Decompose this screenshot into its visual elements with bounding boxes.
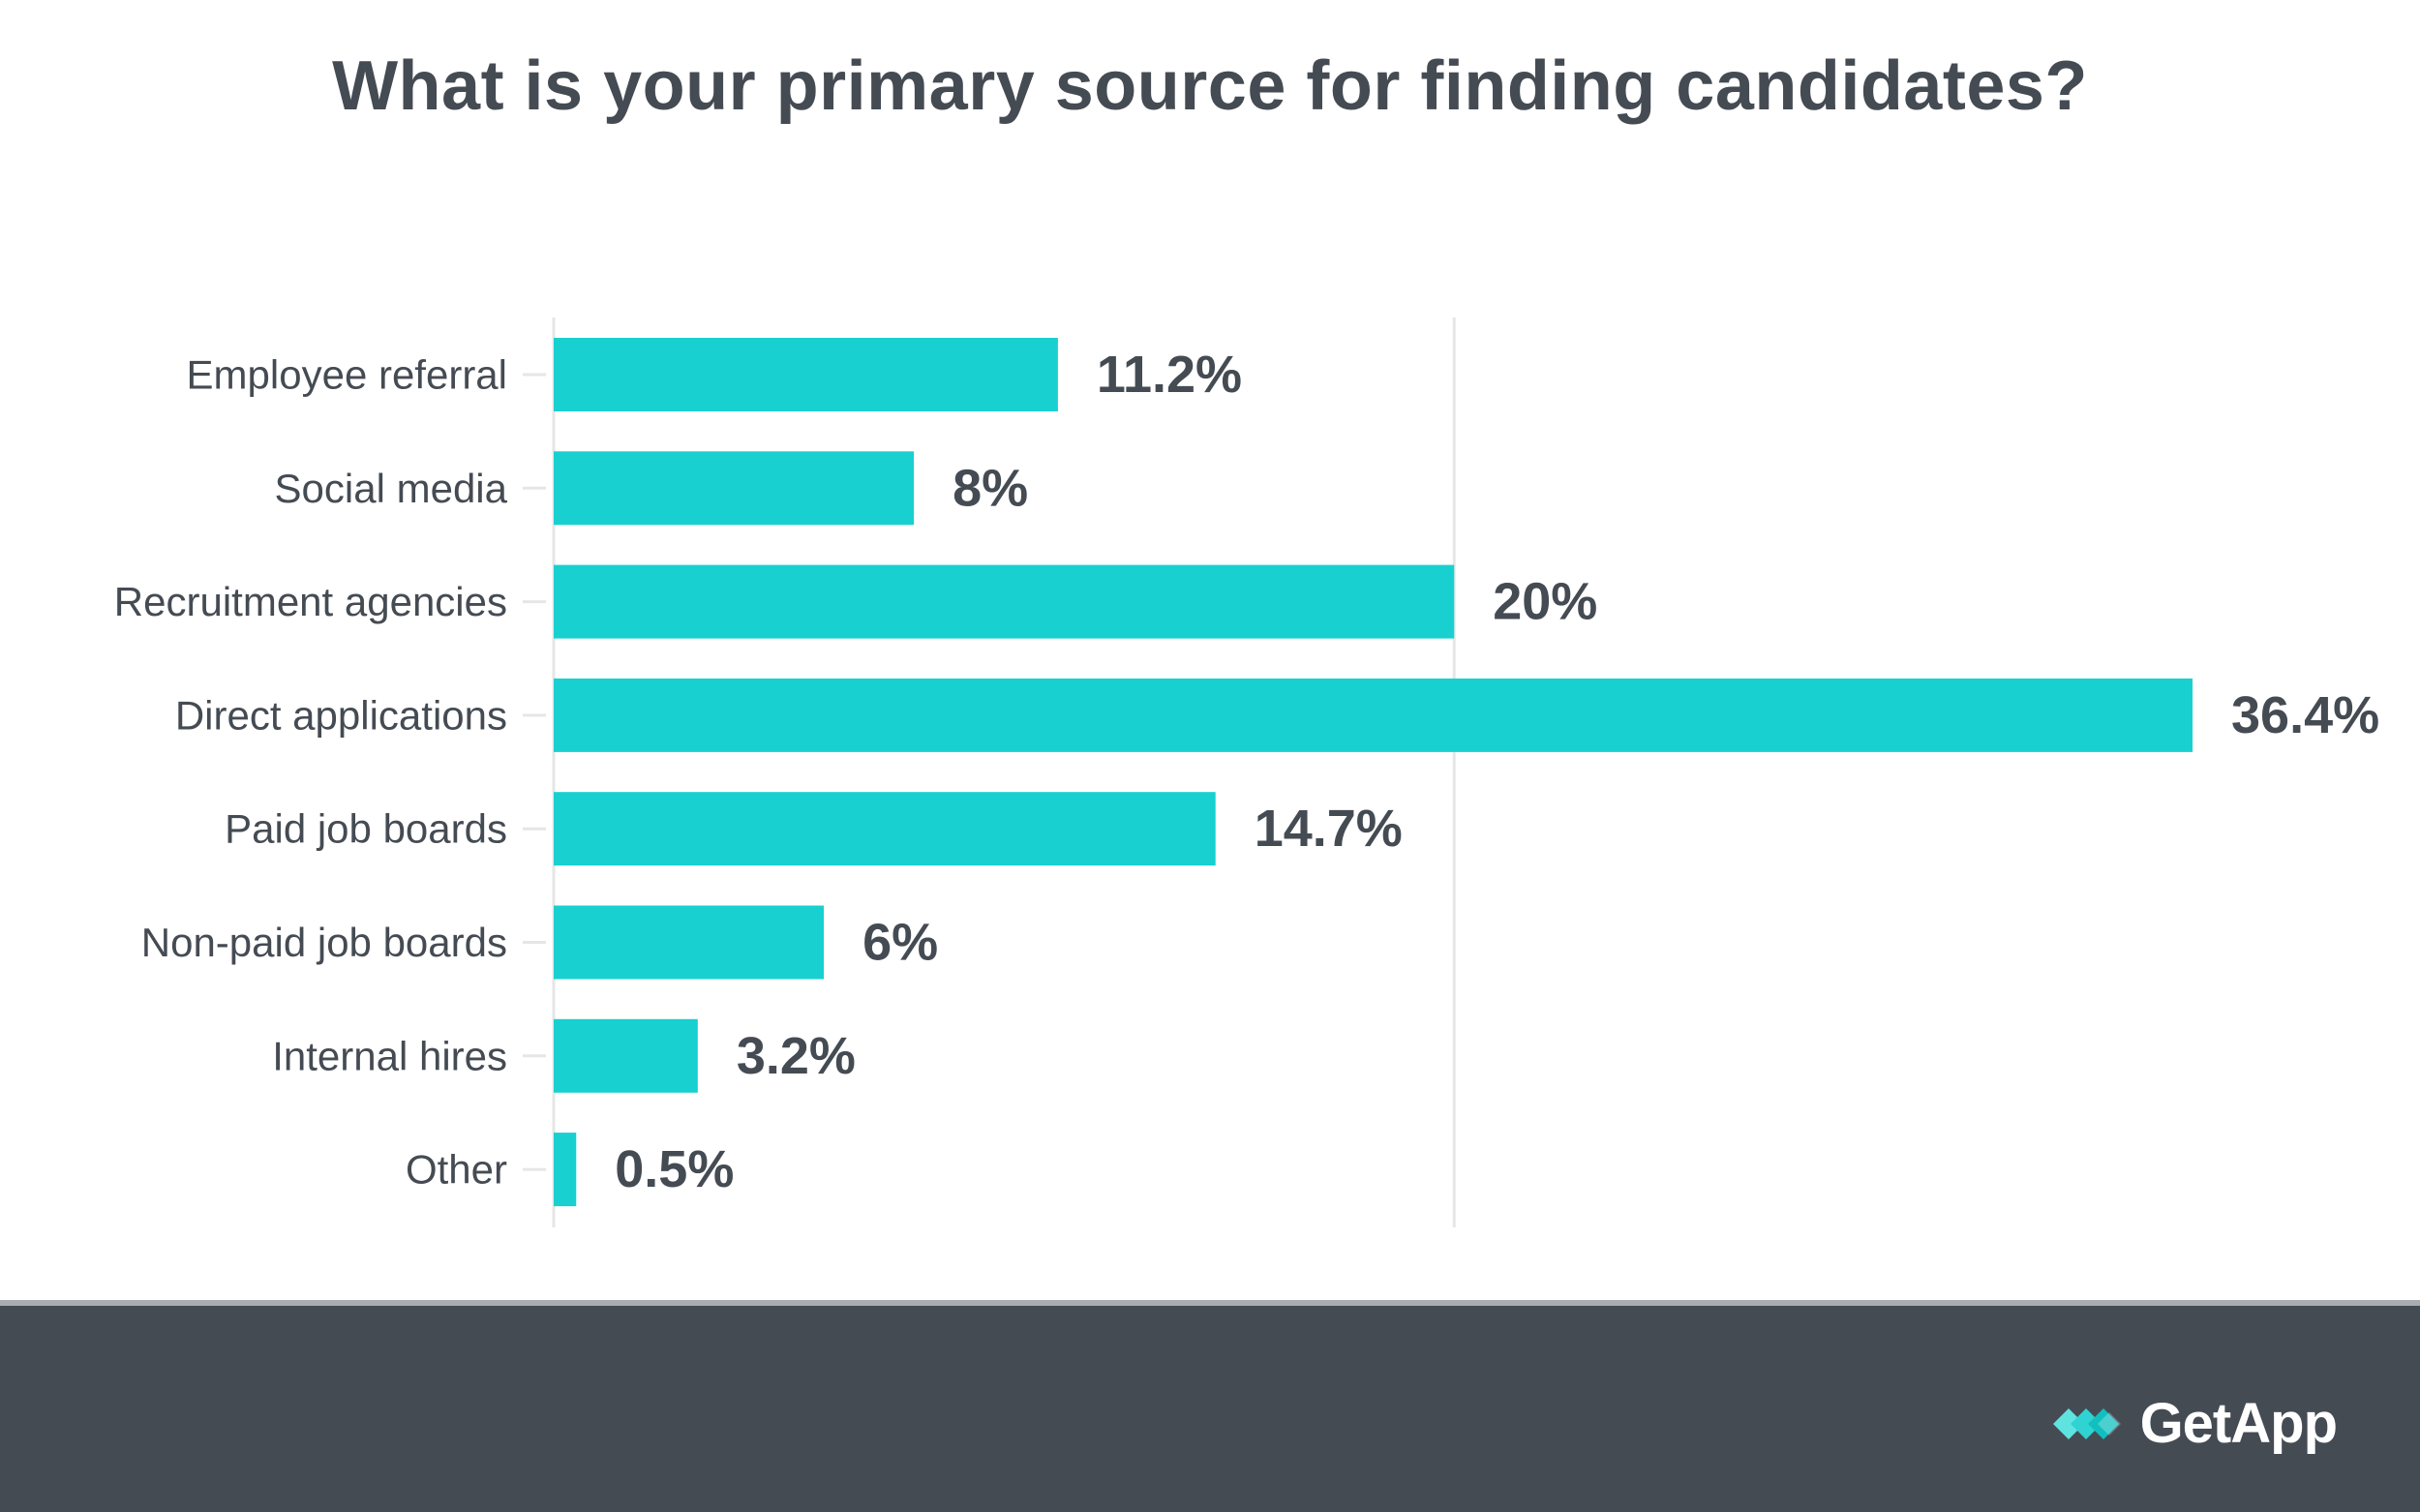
value-label: 6% [862,914,938,972]
bar-direct-applications [554,678,2193,752]
category-label: Employee referral [187,352,507,398]
category-label: Paid job boards [225,806,507,852]
category-label: Internal hires [272,1033,507,1078]
bar-social-media [554,451,915,526]
chart-title: What is your primary source for finding … [332,47,2088,125]
y-axis-ticks [523,373,546,1171]
bar-non-paid-job-boards [554,905,825,980]
value-labels: 11.2% 8% 20% 36.4% 14.7% 6%3.2%0.5% [615,346,2379,1198]
value-label: 36.4% [2231,686,2379,744]
category-labels: Employee referral Social media Recruitment… [114,352,508,1193]
bar-internal-hires [554,1018,698,1093]
category-label: Social media [275,466,508,511]
bar-employee-referral [554,338,1058,411]
brand-name: GetApp [2139,1392,2338,1455]
value-label: 0.5% [615,1140,734,1198]
value-label: 14.7% [1255,800,1403,858]
bars [554,338,2193,1207]
category-label: Direct applications [175,692,507,738]
bar-recruitment-agencies [554,564,1455,639]
bar-other [554,1133,577,1207]
category-label: Non-paid job boards [141,920,507,965]
category-label: Other [406,1147,507,1193]
value-label: 20% [1493,573,1597,631]
bar-chart: Employee referral Social media Recruitment… [114,318,2379,1227]
brand-logo[interactable]: GetApp [2052,1391,2338,1456]
bar-paid-job-boards [554,792,1216,866]
category-label: Recruitment agencies [114,579,507,624]
footer-bar: GetApp [0,1300,2420,1512]
value-label: 8% [953,459,1028,517]
getapp-logo-icon [2052,1407,2121,1439]
value-label: 11.2% [1097,346,1242,404]
value-label: 3.2% [737,1027,856,1085]
